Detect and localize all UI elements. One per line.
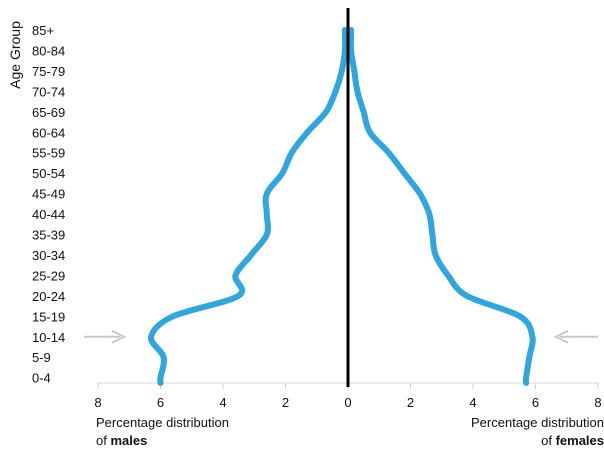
x-tick-label: 8 [594, 395, 601, 410]
x-tick-label: 6 [532, 395, 539, 410]
males-caption-line1: Percentage distribution [96, 415, 229, 430]
age-group-label: 65-69 [32, 105, 65, 120]
x-tick-label: 8 [94, 395, 101, 410]
x-axis: 8 6 4 2 0 2 4 6 8 [94, 382, 602, 410]
age-group-label: 60-64 [32, 125, 65, 140]
age-group-label: 5-9 [32, 350, 51, 365]
x-tick-label: 2 [282, 395, 289, 410]
males-series-line [148, 27, 349, 386]
right-arrow-head [553, 329, 569, 344]
age-group-label: 35-39 [32, 228, 65, 243]
males-caption: Percentage distribution of males [96, 414, 229, 450]
age-group-label: 85+ [32, 23, 54, 38]
x-tick-label: 2 [407, 395, 414, 410]
x-tick-label: 4 [469, 395, 476, 410]
males-caption-bold: males [110, 433, 148, 448]
age-group-label: 10-14 [32, 330, 65, 345]
age-group-label: 45-49 [32, 187, 65, 202]
females-caption: Percentage distribution of females [471, 414, 604, 450]
series-lines [148, 27, 536, 386]
x-tick-label: 4 [219, 395, 226, 410]
x-tick-label: 0 [344, 395, 351, 410]
left-arrow-head [111, 329, 127, 344]
arrow-markers [84, 329, 598, 344]
y-axis-title: Age Group [7, 21, 23, 89]
age-group-label: 25-29 [32, 268, 65, 283]
age-group-label: 40-44 [32, 207, 65, 222]
x-tick-label: 6 [157, 395, 164, 410]
females-caption-of: of [541, 433, 556, 448]
age-group-label: 70-74 [32, 84, 65, 99]
age-group-label: 30-34 [32, 248, 65, 263]
females-caption-line1: Percentage distribution [471, 415, 604, 430]
age-group-label: 75-79 [32, 64, 65, 79]
age-group-labels: 0-4 5-9 10-14 15-19 20-24 25-29 30-34 35-39 40-4… [32, 23, 65, 386]
age-group-label: 55-59 [32, 146, 65, 161]
females-series-line [347, 27, 536, 386]
females-caption-bold: females [555, 433, 604, 448]
age-group-label: 0-4 [32, 371, 51, 386]
age-group-label: 20-24 [32, 289, 65, 304]
age-group-label: 80-84 [32, 43, 65, 58]
males-caption-of: of [96, 433, 111, 448]
age-group-label: 50-54 [32, 166, 65, 181]
age-group-label: 15-19 [32, 309, 65, 324]
